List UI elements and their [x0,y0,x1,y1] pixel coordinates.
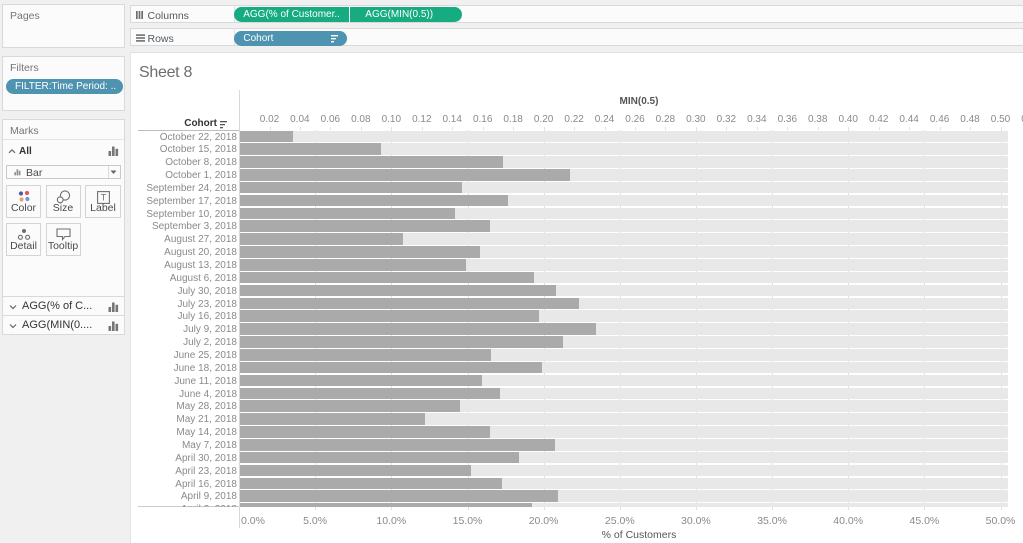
svg-text:T: T [100,192,106,202]
